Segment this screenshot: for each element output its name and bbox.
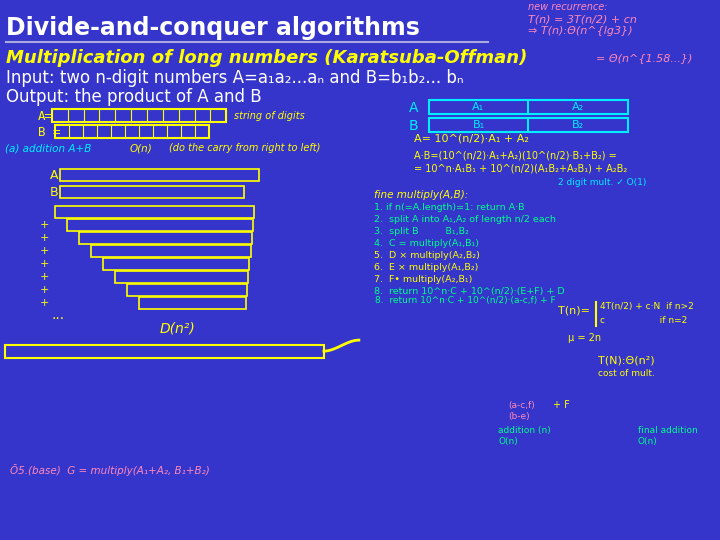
Bar [91,245,251,257]
Text: ...: ... [52,308,65,322]
Text: O(n): O(n) [130,143,153,153]
Text: A₁: A₁ [472,102,485,112]
Text: B: B [50,186,58,199]
Text: Divide-and-conquer algorithms: Divide-and-conquer algorithms [6,16,420,40]
Bar [428,118,628,132]
Text: Multiplication of long numbers (Karatsuba-Offman): Multiplication of long numbers (Karatsub… [6,49,527,68]
Bar [138,297,246,309]
Text: Õ5.(base)  G = multiply(A₁+A₂, B₁+B₂): Õ5.(base) G = multiply(A₁+A₂, B₁+B₂) [10,464,210,476]
Text: +: + [40,259,50,269]
Bar [114,271,248,283]
Text: (b-e): (b-e) [508,411,530,421]
Text: 6.  E × multiply(A₁,B₂): 6. E × multiply(A₁,B₂) [374,262,478,272]
Text: O(n): O(n) [498,436,518,446]
Text: T(n)=: T(n)= [558,305,590,315]
Text: cost of mult.: cost of mult. [598,369,655,377]
Text: +: + [40,285,50,295]
Text: T(n) = 3T(n/2) + cn: T(n) = 3T(n/2) + cn [528,14,637,24]
Text: = 10^n·A₁B₁ + 10^(n/2)(A₁B₂+A₂B₁) + A₂B₂: = 10^n·A₁B₁ + 10^(n/2)(A₁B₂+A₂B₁) + A₂B₂ [414,163,627,173]
Text: 1. if n(=A.length)=1: return A·B: 1. if n(=A.length)=1: return A·B [374,202,524,212]
Text: 4.  C = multiply(A₁,B₁): 4. C = multiply(A₁,B₁) [374,239,479,248]
Text: addition (n): addition (n) [498,426,551,435]
Text: final addition: final addition [638,426,698,435]
Text: B: B [409,119,418,133]
Bar [60,169,259,181]
Text: +: + [40,298,50,308]
Text: Input: two n-digit numbers A=a₁a₂...aₙ and B=b₁b₂... bₙ: Input: two n-digit numbers A=a₁a₂...aₙ a… [6,69,464,87]
Bar [55,125,210,138]
Text: 4T(n/2) + c·N  if n>2: 4T(n/2) + c·N if n>2 [600,302,694,310]
Text: Output: the product of A and B: Output: the product of A and B [6,88,261,106]
Text: A: A [409,101,418,115]
Text: D(n²): D(n²) [160,321,195,335]
Text: +: + [40,246,50,256]
Bar [60,186,244,198]
Bar [5,345,324,358]
Text: (do the carry from right to left): (do the carry from right to left) [169,143,321,153]
Text: 2.  split A into A₁,A₂ of length n/2 each: 2. split A into A₁,A₂ of length n/2 each [374,215,556,224]
Text: + F: + F [553,400,570,410]
Text: fine multiply(A,B):: fine multiply(A,B): [374,190,468,200]
Text: new recurrence:: new recurrence: [528,2,608,12]
Text: 8.  return 10^n·C + 10^(n/2)·(a-c,f) + F: 8. return 10^n·C + 10^(n/2)·(a-c,f) + F [375,295,555,305]
Bar [78,232,252,244]
Text: A= 10^(n/2)·A₁ + A₂: A= 10^(n/2)·A₁ + A₂ [414,133,528,143]
Bar [52,109,226,122]
Text: c                   if n=2: c if n=2 [600,315,688,325]
Text: string of digits: string of digits [234,111,305,122]
Text: (a-c,f): (a-c,f) [508,401,535,409]
Text: T(N):Θ(n²): T(N):Θ(n²) [598,355,654,365]
Bar [127,284,247,296]
Text: μ = 2n: μ = 2n [568,333,601,343]
Text: 8.  return 10^n·C + 10^(n/2)·(E+F) + D: 8. return 10^n·C + 10^(n/2)·(E+F) + D [374,287,564,295]
Text: ⇒ T(n):Θ(n^{lg3}): ⇒ T(n):Θ(n^{lg3}) [528,26,633,36]
Text: = Θ(n^{1.58...}): = Θ(n^{1.58...}) [596,53,693,63]
Text: +: + [40,220,50,230]
Text: +: + [40,272,50,282]
Bar [103,258,249,270]
Text: A·B=(10^(n/2)·A₁+A₂)(10^(n/2)·B₁+B₂) =: A·B=(10^(n/2)·A₁+A₂)(10^(n/2)·B₁+B₂) = [414,150,616,160]
Text: B₂: B₂ [572,120,584,130]
Text: B =: B = [38,126,60,139]
Text: B₁: B₁ [472,120,485,130]
Text: 3.  split B         B₁,B₂: 3. split B B₁,B₂ [374,227,469,235]
Text: +: + [40,233,50,243]
Text: (a) addition A+B: (a) addition A+B [5,143,91,153]
Text: A₂: A₂ [572,102,584,112]
Text: A=: A= [38,110,53,123]
Text: O(n): O(n) [638,436,657,446]
Text: 7.  F• multiply(A₂,B₁): 7. F• multiply(A₂,B₁) [374,275,472,284]
Text: 5.  D × multiply(A₂,B₂): 5. D × multiply(A₂,B₂) [374,251,480,260]
Text: A: A [50,168,58,181]
Text: 2 digit mult. ✓ O(1): 2 digit mult. ✓ O(1) [558,178,647,187]
Bar [55,206,254,218]
Bar [67,219,253,231]
Bar [428,100,628,114]
